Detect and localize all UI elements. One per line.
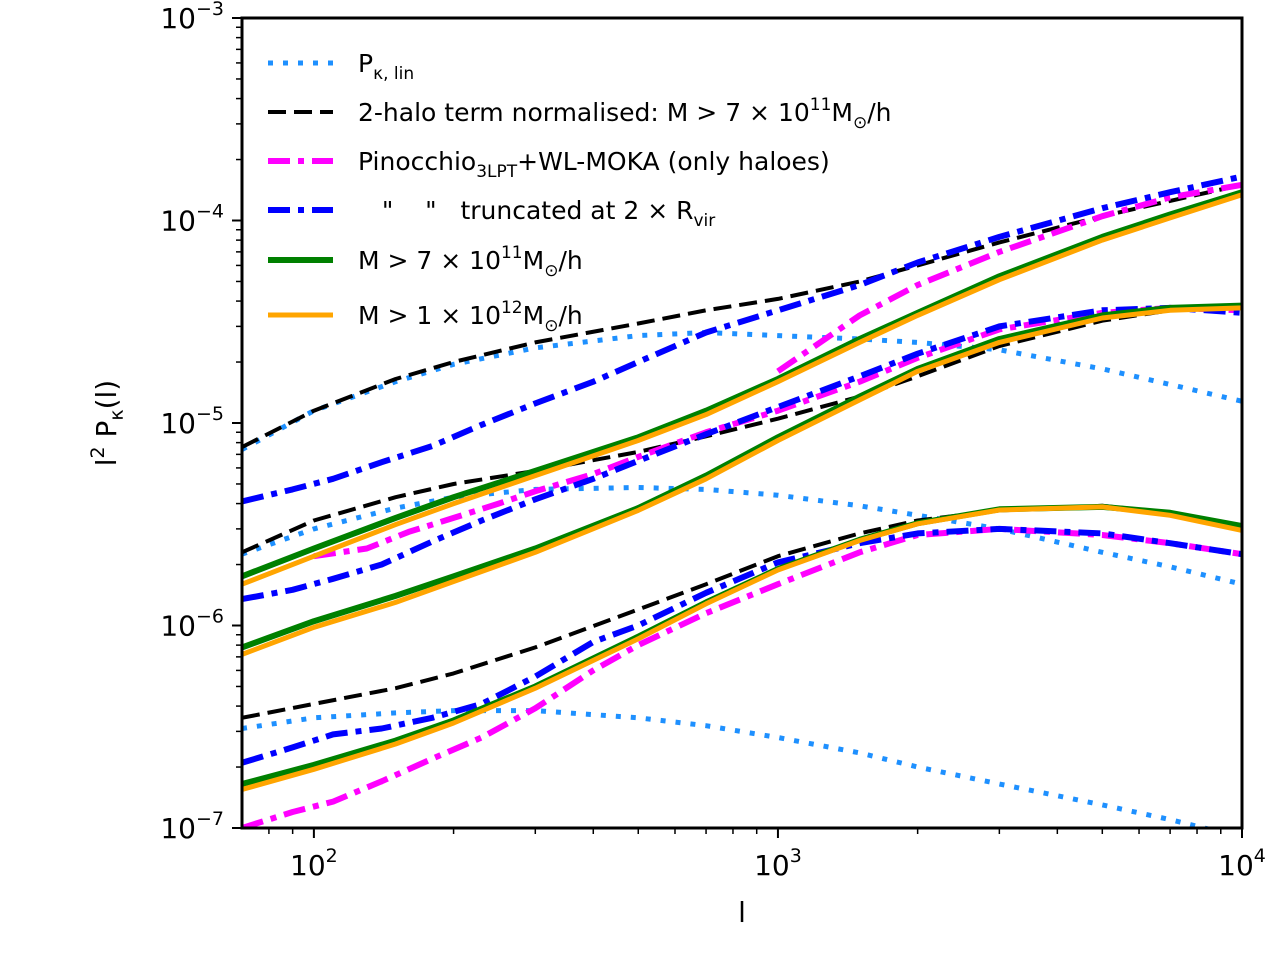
series-middle-m7 — [242, 302, 1242, 651]
series-upper-trunc — [242, 173, 1242, 505]
legend-label: M > 1 × 1012M⊙/h — [358, 298, 583, 336]
y-tick-label: 10−3 — [160, 0, 224, 35]
legend-entry-twohalo: 2-halo term normalised: M > 7 × 1011M⊙/h — [268, 95, 892, 133]
x-tick-label: 102 — [290, 845, 338, 882]
series-lower-lin — [242, 708, 1215, 828]
legend: Pκ, lin 2-halo term normalised: M > 7 × 1… — [268, 49, 892, 336]
y-axis-label: l2 Pκ(l) — [87, 380, 128, 467]
legend-label: Pinocchio3LPT+WL-MOKA (only haloes) — [358, 147, 830, 182]
x-tick-label: 103 — [754, 845, 802, 882]
series-lower-pino — [242, 525, 1242, 828]
plot-frame — [240, 16, 1244, 830]
series-middle-twohalo — [242, 305, 1242, 555]
y-tick-label: 10−6 — [160, 606, 224, 643]
legend-entry-m1: M > 1 × 1012M⊙/h — [268, 298, 583, 336]
series-lower-twohalo — [242, 503, 1242, 720]
series-lower-m1 — [242, 504, 1242, 792]
series-middle-lin — [242, 485, 1242, 587]
series-upper-m7 — [242, 189, 1242, 580]
y-tick-label: 10−7 — [160, 808, 224, 845]
x-tick-label: 104 — [1218, 845, 1266, 882]
series-lower-m7 — [242, 503, 1242, 787]
y-tick-label: 10−5 — [160, 403, 224, 440]
series-layer — [242, 173, 1242, 828]
legend-entry-lin: Pκ, lin — [268, 49, 414, 84]
series-lower-trunc — [242, 525, 1242, 766]
series-middle-pino — [313, 304, 1242, 560]
y-tick-label: 10−4 — [160, 201, 224, 238]
legend-entry-m7: M > 7 × 1011M⊙/h — [268, 243, 583, 281]
series-upper-pino — [776, 181, 1242, 374]
series-middle-trunc — [242, 304, 1242, 603]
x-axis-label: l — [738, 896, 746, 929]
legend-label: " " truncated at 2 × Rvir — [358, 196, 715, 231]
legend-label: M > 7 × 1011M⊙/h — [358, 243, 583, 281]
series-upper-lin — [242, 330, 1242, 452]
series-upper-twohalo — [242, 182, 1242, 449]
series-upper-m1 — [242, 192, 1242, 587]
series-middle-m1 — [242, 305, 1242, 657]
legend-entry-pino: Pinocchio3LPT+WL-MOKA (only haloes) — [268, 147, 830, 182]
legend-label: Pκ, lin — [358, 49, 414, 84]
legend-label: 2-halo term normalised: M > 7 × 1011M⊙/h — [358, 95, 892, 133]
legend-entry-trunc: " " truncated at 2 × Rvir — [268, 196, 715, 231]
ticks-layer: 102 103 104 10−7 10−6 10−5 10−4 10−3 — [160, 0, 1266, 882]
